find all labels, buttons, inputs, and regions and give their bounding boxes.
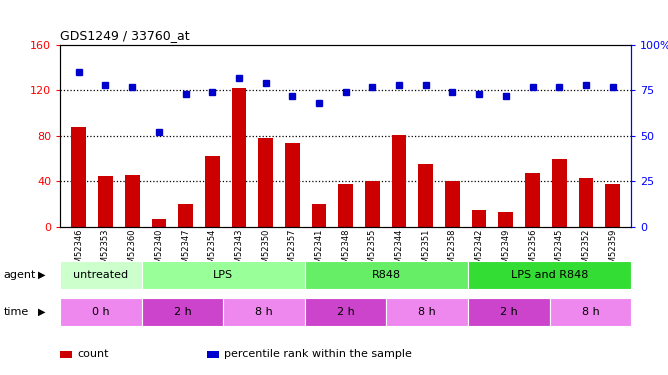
Bar [259, 138, 273, 227]
Bar [125, 175, 140, 227]
Text: 8 h: 8 h [255, 307, 273, 317]
Bar [498, 212, 513, 227]
Bar [578, 178, 593, 227]
Text: 8 h: 8 h [418, 307, 436, 317]
Bar [445, 182, 460, 227]
Text: R848: R848 [372, 270, 401, 280]
Bar [525, 174, 540, 227]
Text: agent: agent [3, 270, 35, 280]
Text: ▶: ▶ [37, 270, 45, 280]
Text: 0 h: 0 h [92, 307, 110, 317]
Bar [339, 184, 353, 227]
Text: time: time [3, 307, 29, 317]
Text: ▶: ▶ [37, 307, 45, 317]
Text: 2 h: 2 h [174, 307, 192, 317]
Text: 8 h: 8 h [582, 307, 599, 317]
Bar [232, 88, 246, 227]
Bar [391, 135, 406, 227]
Bar [152, 219, 166, 227]
Bar [312, 204, 327, 227]
Bar [205, 156, 220, 227]
Bar [178, 204, 193, 227]
Bar [552, 159, 566, 227]
Bar [472, 210, 486, 227]
Text: count: count [77, 350, 109, 359]
Bar [98, 176, 113, 227]
Bar [285, 143, 300, 227]
Text: 2 h: 2 h [500, 307, 518, 317]
Text: untreated: untreated [73, 270, 128, 280]
Bar [365, 182, 379, 227]
Text: 2 h: 2 h [337, 307, 355, 317]
Text: percentile rank within the sample: percentile rank within the sample [224, 350, 412, 359]
Text: GDS1249 / 33760_at: GDS1249 / 33760_at [60, 30, 190, 42]
Text: LPS: LPS [213, 270, 233, 280]
Bar [418, 164, 433, 227]
Bar [605, 184, 620, 227]
Text: LPS and R848: LPS and R848 [511, 270, 589, 280]
Bar [71, 127, 86, 227]
